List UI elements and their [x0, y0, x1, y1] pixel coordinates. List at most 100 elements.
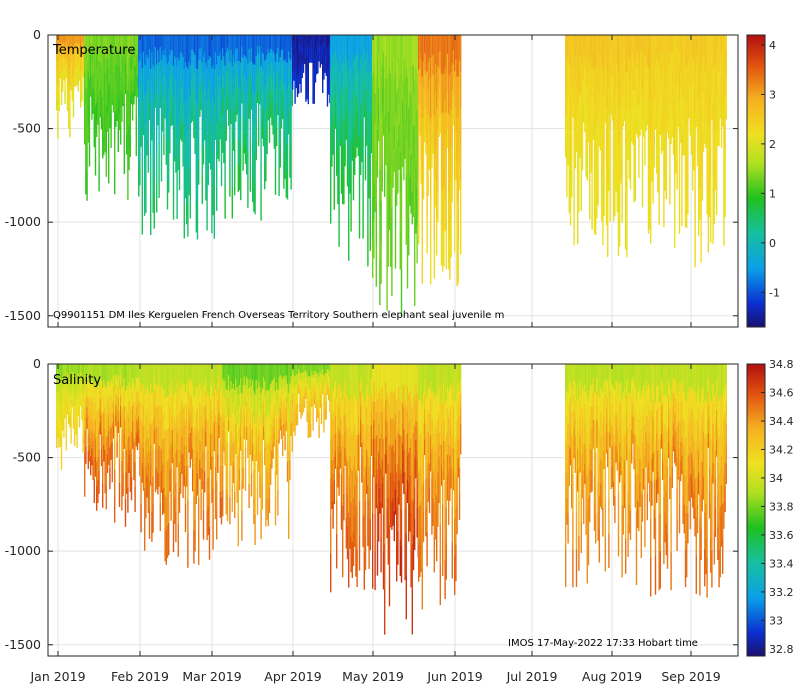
profile-cell — [193, 120, 195, 139]
profile-cell — [238, 447, 241, 470]
profile-cell — [358, 432, 361, 468]
profile-cell — [428, 79, 431, 103]
profile-cell — [69, 35, 71, 53]
profile-cell — [449, 477, 451, 501]
profile-cell — [242, 405, 244, 427]
profile-cell — [314, 42, 317, 52]
profile-cell — [454, 556, 456, 595]
profile-cell — [352, 172, 355, 201]
profile-cell — [178, 164, 181, 191]
profile-cell — [658, 129, 660, 162]
profile-cell — [156, 123, 158, 154]
profile-cell — [348, 438, 350, 476]
profile-cell — [222, 133, 224, 153]
profile-cell — [659, 84, 661, 102]
profile-cell — [82, 35, 84, 43]
profile-cell — [680, 35, 682, 54]
profile-cell — [176, 65, 178, 97]
profile-cell — [93, 91, 95, 110]
profile-cell — [142, 469, 145, 491]
profile-cell — [418, 139, 420, 175]
profile-cell — [589, 65, 591, 97]
profile-cell — [388, 35, 391, 68]
profile-cell — [565, 116, 567, 138]
profile-cell — [323, 375, 325, 388]
profile-cell — [199, 103, 201, 117]
profile-cell — [628, 154, 630, 180]
profile-cell — [99, 422, 101, 435]
profile-cell — [159, 47, 161, 60]
profile-cell — [604, 49, 606, 65]
profile-cell — [87, 364, 89, 382]
profile-cell — [59, 42, 61, 50]
profile-cell — [93, 35, 95, 54]
profile-cell — [374, 182, 376, 213]
profile-cell — [434, 480, 437, 511]
profile-cell — [632, 126, 634, 145]
profile-cell — [445, 507, 447, 544]
profile-cell — [157, 472, 159, 495]
profile-cell — [171, 364, 173, 381]
profile-cell — [681, 66, 683, 99]
profile-cell — [183, 170, 185, 205]
profile-cell — [219, 389, 221, 416]
profile-cell — [361, 383, 363, 404]
profile-cell — [105, 105, 107, 130]
profile-cell — [166, 428, 169, 462]
profile-cell — [363, 35, 365, 49]
profile-cell — [160, 406, 163, 429]
profile-cell — [710, 207, 712, 243]
profile-cell — [86, 374, 88, 386]
profile-cell — [320, 54, 323, 60]
profile-cell — [452, 469, 455, 491]
profile-cell — [220, 497, 223, 525]
profile-cell — [265, 156, 267, 182]
profile-cell — [416, 73, 418, 112]
profile-cell — [291, 94, 293, 107]
profile-cell — [439, 51, 441, 68]
profile-cell — [448, 74, 450, 114]
profile-cell — [689, 102, 691, 120]
profile-cell — [170, 494, 172, 521]
profile-cell — [397, 464, 399, 498]
profile-cell — [416, 187, 418, 226]
profile-cell — [230, 64, 232, 80]
profile-cell — [412, 398, 415, 433]
profile-cell — [405, 35, 407, 71]
profile-cell — [58, 364, 60, 379]
profile-cell — [246, 127, 248, 152]
profile-cell — [361, 56, 363, 78]
profile-cell — [71, 392, 73, 400]
profile-cell — [610, 61, 612, 76]
profile-cell — [115, 364, 117, 375]
profile-cell — [59, 49, 61, 57]
profile-cell — [219, 87, 221, 105]
profile-cell — [350, 35, 352, 68]
profile-cell — [163, 488, 165, 514]
profile-cell — [90, 419, 92, 439]
profile-cell — [312, 80, 314, 93]
profile-cell — [184, 475, 187, 505]
profile-cell — [254, 184, 256, 215]
profile-cell — [428, 463, 431, 489]
profile-cell — [304, 386, 306, 394]
profile-cell — [400, 546, 403, 583]
profile-cell — [426, 397, 428, 432]
profile-cell — [159, 475, 161, 504]
profile-cell — [707, 216, 709, 253]
profile-cell — [399, 469, 401, 506]
profile-cell — [81, 89, 83, 101]
profile-cell — [339, 108, 341, 128]
profile-cell — [602, 104, 604, 141]
profile-cell — [242, 467, 244, 489]
profile-cell — [362, 516, 364, 548]
profile-cell — [240, 407, 242, 422]
profile-cell — [115, 374, 117, 385]
profile-cell — [338, 364, 340, 387]
profile-cell — [163, 35, 165, 56]
profile-cell — [154, 385, 157, 407]
profile-cell — [170, 95, 172, 111]
profile-cell — [116, 63, 118, 79]
profile-cell — [271, 35, 273, 51]
profile-cell — [400, 268, 403, 316]
